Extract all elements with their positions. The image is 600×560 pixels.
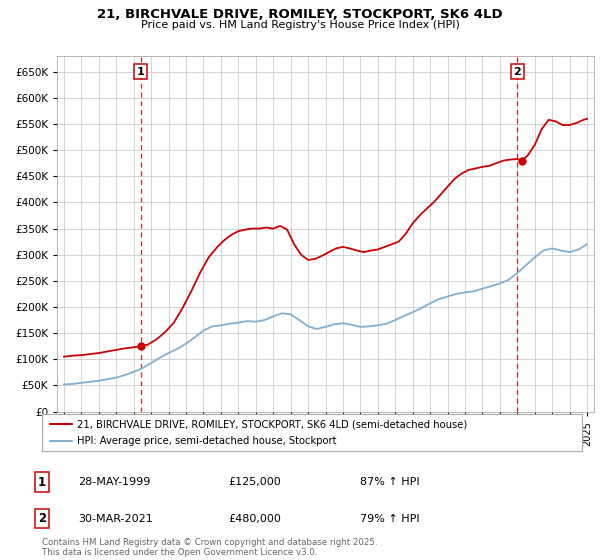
- Text: 87% ↑ HPI: 87% ↑ HPI: [360, 477, 419, 487]
- Text: 2: 2: [38, 512, 46, 525]
- Text: 21, BIRCHVALE DRIVE, ROMILEY, STOCKPORT, SK6 4LD (semi-detached house): 21, BIRCHVALE DRIVE, ROMILEY, STOCKPORT,…: [77, 419, 467, 429]
- Text: 28-MAY-1999: 28-MAY-1999: [78, 477, 151, 487]
- Text: 2: 2: [514, 67, 521, 77]
- Text: 1: 1: [38, 475, 46, 489]
- Text: HPI: Average price, semi-detached house, Stockport: HPI: Average price, semi-detached house,…: [77, 436, 337, 446]
- Text: 30-MAR-2021: 30-MAR-2021: [78, 514, 153, 524]
- Text: 21, BIRCHVALE DRIVE, ROMILEY, STOCKPORT, SK6 4LD: 21, BIRCHVALE DRIVE, ROMILEY, STOCKPORT,…: [97, 8, 503, 21]
- Text: Contains HM Land Registry data © Crown copyright and database right 2025.
This d: Contains HM Land Registry data © Crown c…: [42, 538, 377, 557]
- Text: Price paid vs. HM Land Registry's House Price Index (HPI): Price paid vs. HM Land Registry's House …: [140, 20, 460, 30]
- Text: 1: 1: [137, 67, 145, 77]
- Text: £480,000: £480,000: [228, 514, 281, 524]
- Text: 79% ↑ HPI: 79% ↑ HPI: [360, 514, 419, 524]
- Text: £125,000: £125,000: [228, 477, 281, 487]
